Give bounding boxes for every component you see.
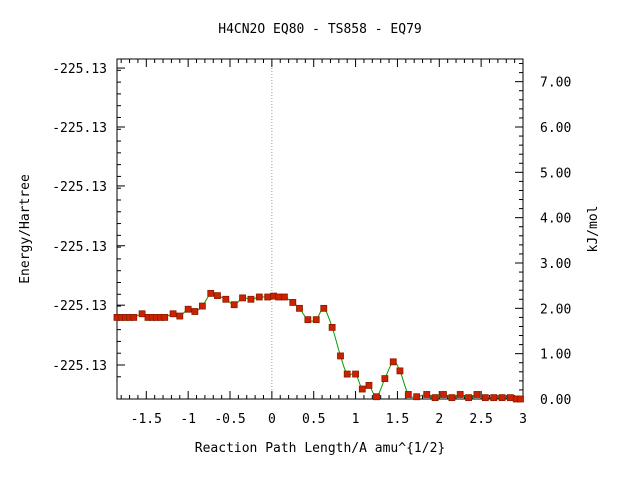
y-left-tick-label: -225.13 xyxy=(52,240,107,255)
y-left-tick-label: -225.13 xyxy=(52,121,107,136)
y-right-tick-label: 3.00 xyxy=(540,257,571,272)
data-point xyxy=(507,394,514,402)
data-point xyxy=(465,394,472,402)
data-point xyxy=(490,394,498,402)
data-point xyxy=(389,358,397,366)
x-tick-label: -0.5 xyxy=(214,412,245,427)
data-point xyxy=(230,301,238,309)
y-axis-left-label: Energy/Hartree xyxy=(18,174,33,284)
data-point xyxy=(381,375,389,383)
data-point xyxy=(138,310,146,318)
data-point xyxy=(373,393,380,401)
x-tick-label: 0.5 xyxy=(302,412,325,427)
data-point xyxy=(456,391,464,398)
data-point xyxy=(296,304,303,312)
data-point xyxy=(448,394,456,402)
chart-title: H4CN2O EQ80 - TS858 - EQ79 xyxy=(218,22,422,37)
y-right-tick-label: 4.00 xyxy=(540,212,571,227)
data-point xyxy=(358,385,366,393)
x-tick-label: 2 xyxy=(435,412,443,427)
data-point xyxy=(473,391,481,398)
y-axis-left: -225.13 -225.13 -225.13 -225.13 -225.13 -225.… xyxy=(52,62,125,378)
data-point xyxy=(320,304,328,312)
plot-frame xyxy=(116,58,524,400)
x-tick-label: 0 xyxy=(268,412,276,427)
y-left-tick-label: -225.13 xyxy=(52,299,107,314)
data-point xyxy=(255,293,263,301)
data-point xyxy=(130,313,138,321)
data-point xyxy=(247,295,255,303)
y-axis-right-label: kJ/mol xyxy=(586,206,601,253)
data-point xyxy=(176,312,184,320)
x-axis-label: Reaction Path Length/A amu^{1/2} xyxy=(195,441,445,456)
data-point xyxy=(304,316,312,324)
y-left-tick-label: -225.13 xyxy=(52,180,107,195)
y-right-tick-label: 7.00 xyxy=(540,76,571,91)
data-point xyxy=(312,316,320,324)
data-point xyxy=(404,391,412,398)
data-point xyxy=(440,391,447,398)
data-point xyxy=(481,394,489,402)
data-point xyxy=(281,293,288,301)
y-right-tick-label: 5.00 xyxy=(540,166,571,181)
data-point xyxy=(184,305,192,313)
data-point xyxy=(169,310,177,318)
y-right-tick-label: 1.00 xyxy=(540,348,571,363)
data-point xyxy=(352,370,359,378)
data-point xyxy=(191,308,199,315)
data-point xyxy=(207,289,215,297)
x-tick-label: 2.5 xyxy=(469,412,492,427)
data-point xyxy=(161,313,169,321)
data-point xyxy=(423,391,431,398)
data-point xyxy=(431,394,439,402)
y-right-tick-label: 6.00 xyxy=(540,121,571,136)
y-right-tick-label: 2.00 xyxy=(540,302,571,317)
x-tick-label: -1 xyxy=(180,412,196,427)
series-line xyxy=(117,292,521,400)
data-point xyxy=(198,302,206,310)
y-left-tick-label: -225.13 xyxy=(52,359,107,374)
data-point xyxy=(264,293,272,301)
data-point xyxy=(517,395,524,403)
y-left-tick-label: -225.13 xyxy=(52,62,107,77)
data-point xyxy=(337,352,344,360)
data-points xyxy=(113,289,524,403)
data-point xyxy=(275,293,282,301)
data-point xyxy=(214,292,221,300)
data-point xyxy=(222,295,230,303)
data-point xyxy=(365,381,373,389)
data-point xyxy=(328,323,336,331)
y-axis-right: 7.00 6.00 5.00 4.00 3.00 2.00 1.00 0.00 xyxy=(515,63,571,408)
data-point xyxy=(343,370,351,378)
x-tick-label: 3 xyxy=(519,412,527,427)
data-point xyxy=(396,367,404,375)
data-point xyxy=(498,394,506,402)
x-tick-label: 1.5 xyxy=(386,412,409,427)
x-tick-label: 1 xyxy=(352,412,360,427)
y-right-tick-label: 0.00 xyxy=(540,393,571,408)
x-axis: -1.5 -1 -0.5 0 0.5 1 1.5 2 2.5 3 xyxy=(120,59,527,427)
data-point xyxy=(239,294,246,302)
data-point xyxy=(289,299,297,306)
data-point xyxy=(413,393,421,401)
x-tick-label: -1.5 xyxy=(131,412,162,427)
